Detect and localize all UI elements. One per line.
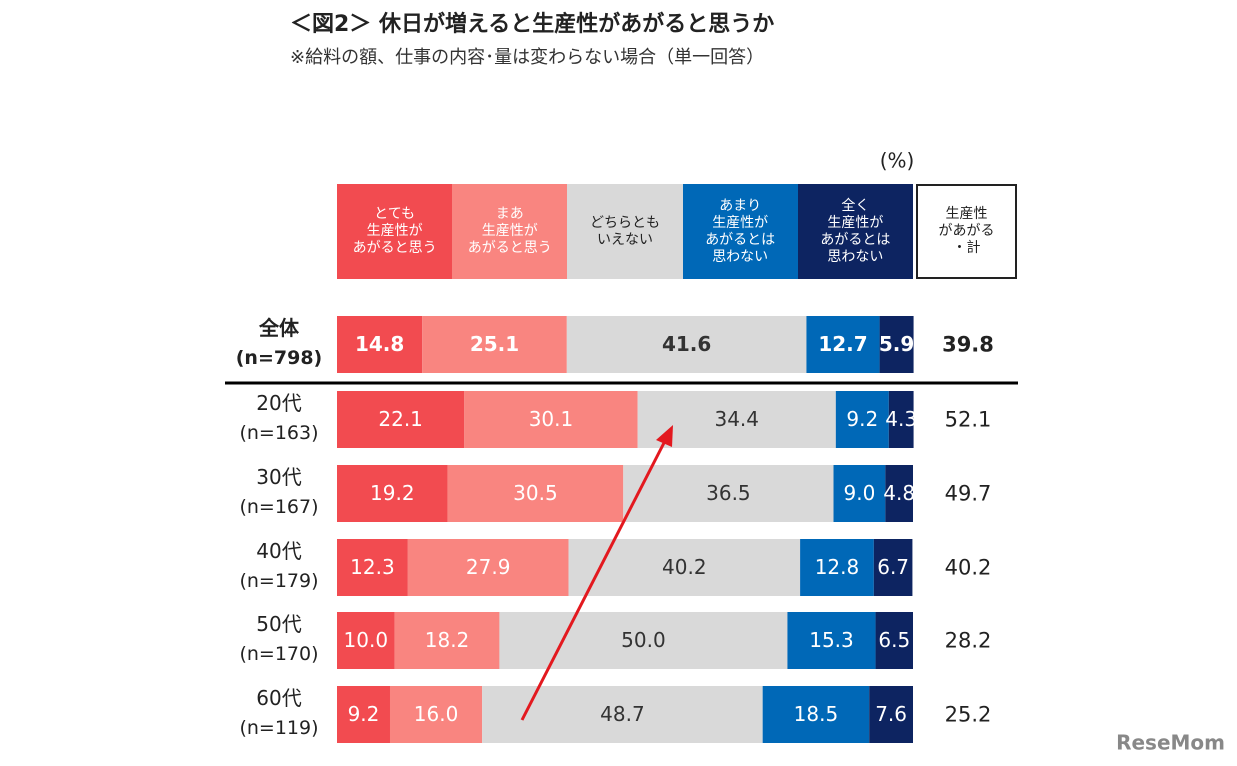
chart-subtitle: ※給料の額、仕事の内容･量は変わらない場合（単一回答） [290,47,764,68]
bar-segment [394,612,500,669]
value-label: 48.7 [600,702,645,726]
sample-size: (n=163) [239,422,318,444]
totals-header: 生産性 があがる ・計 [916,184,1017,279]
sample-size: (n=179) [239,570,318,592]
bar-segment [464,391,638,448]
trend-arrow-head [656,425,673,447]
sample-size: (n=798) [236,347,322,369]
value-label: 12.7 [818,332,867,356]
bar-segment [407,539,569,596]
value-label: 12.8 [815,555,860,579]
value-label: 41.6 [662,332,711,356]
category-label: 20代 [256,391,301,415]
sample-size: (n=119) [239,717,318,739]
bar-segment [447,465,624,522]
bar-segment [873,539,913,596]
bar-segment [787,612,876,669]
legend-header: とても 生産性が あがると思う [337,184,453,279]
value-label: 27.9 [466,555,511,579]
total-label: 52.1 [945,408,992,432]
bar-segment [568,539,801,596]
bar-segment [337,686,390,743]
chart-title: ＜図2＞ 休日が増えると生産性があがると思うか [290,11,774,37]
value-label: 30.1 [529,407,574,431]
total-label: 49.7 [945,482,992,506]
legend-header: あまり 生産性が あがるとは 思わない [682,184,798,279]
bar-segment [566,316,807,373]
category-label: 30代 [256,465,301,489]
total-label: 40.2 [945,556,992,580]
value-label: 19.2 [370,481,415,505]
value-label: 9.2 [846,407,878,431]
bar-segment [482,686,763,743]
bar-segment [337,612,395,669]
value-label: 15.3 [809,628,854,652]
total-label: 28.2 [945,629,992,653]
value-label: 16.0 [414,702,459,726]
bar-segment [835,391,889,448]
value-label: 7.6 [875,702,907,726]
category-label: 50代 [256,612,301,636]
bar-segment [422,316,567,373]
value-label: 9.2 [348,702,380,726]
value-label: 34.4 [714,407,759,431]
bar-segment [869,686,913,743]
category-label: 全体 [258,316,300,340]
category-label: 60代 [256,686,301,710]
legend-header: 全く 生産性が あがるとは 思わない [797,184,913,279]
value-label: 5.9 [879,332,914,356]
bar-segment [389,686,483,743]
bar-segment [879,316,914,373]
value-label: 18.5 [794,702,839,726]
value-label: 22.1 [378,407,423,431]
bar-segment [337,465,448,522]
total-label: 39.8 [942,333,994,357]
bar-segment [762,686,870,743]
value-label: 6.5 [878,628,910,652]
watermark: ReseMom [1116,731,1225,755]
bar-segment [885,465,913,522]
value-label: 4.3 [885,407,917,431]
bar-segment [888,391,914,448]
value-label: 18.2 [425,628,470,652]
value-label: 50.0 [621,628,666,652]
bar-segment [499,612,788,669]
value-label: 12.3 [350,555,395,579]
value-label: 30.5 [513,481,558,505]
bar-segment [337,539,408,596]
bar-segment [337,316,423,373]
bar-segment [833,465,886,522]
value-label: 14.8 [355,332,404,356]
value-label: 36.5 [706,481,751,505]
trend-arrow [520,436,669,721]
legend-header: どちらとも いえない [567,184,683,279]
sample-size: (n=170) [239,643,318,665]
bar-segment [875,612,913,669]
legend-header: まあ 生産性が あがると思う [452,184,568,279]
bar-segment [800,539,874,596]
value-label: 6.7 [877,555,909,579]
unit-label: (%) [880,149,915,173]
value-label: 9.0 [844,481,876,505]
value-label: 4.8 [883,481,915,505]
total-label: 25.2 [945,703,992,727]
value-label: 10.0 [344,628,389,652]
bar-segment [337,391,465,448]
category-label: 40代 [256,539,301,563]
value-label: 25.1 [470,332,519,356]
bar-segment [806,316,880,373]
bar-segment [623,465,834,522]
value-label: 40.2 [662,555,707,579]
sample-size: (n=167) [239,496,318,518]
